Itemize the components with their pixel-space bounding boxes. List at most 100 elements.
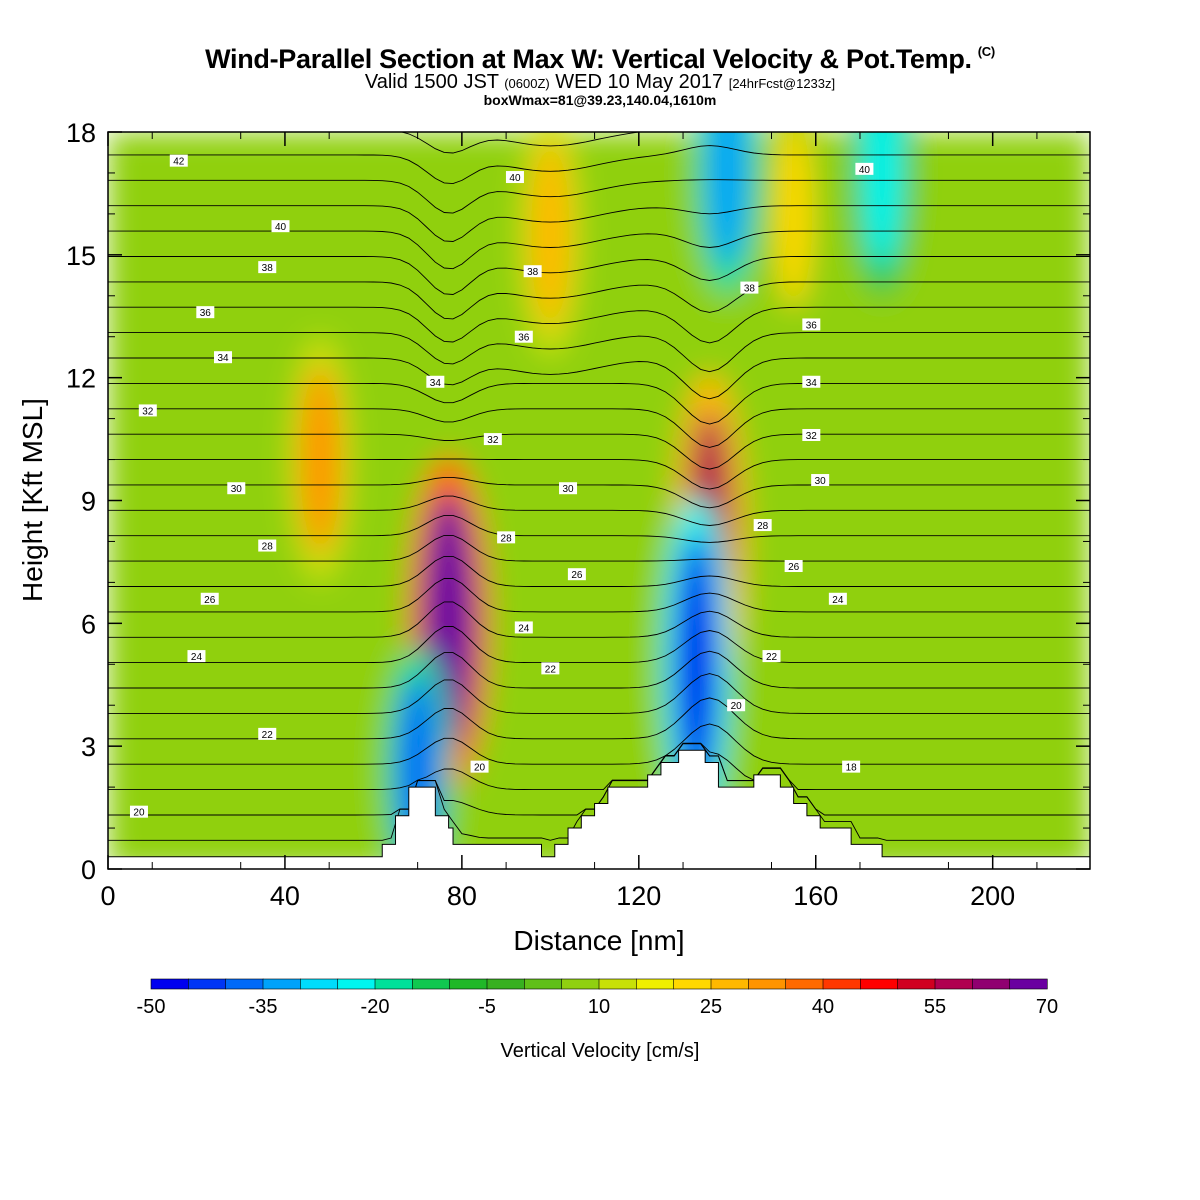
theta-contour-line <box>108 578 1090 613</box>
svg-text:40: 40 <box>275 222 287 233</box>
svg-text:20: 20 <box>474 763 486 774</box>
colorbar-tick-label: -20 <box>361 996 390 1018</box>
theta-contour-line <box>108 742 1090 791</box>
theta-label: 36 <box>802 318 821 331</box>
y-tick-label: 18 <box>66 118 96 148</box>
theta-label: 24 <box>514 621 533 634</box>
theta-contour-line <box>108 626 1090 664</box>
y-tick-label: 15 <box>66 241 96 271</box>
theta-contours <box>108 132 1090 841</box>
svg-text:30: 30 <box>231 484 243 495</box>
theta-contour-line <box>108 476 1090 509</box>
colorbar-swatch <box>785 978 824 990</box>
svg-text:30: 30 <box>815 476 827 487</box>
svg-text:38: 38 <box>744 284 756 295</box>
theta-label: 20 <box>727 699 746 712</box>
colorbar-swatch <box>673 978 712 990</box>
colorbar-swatch <box>337 978 376 990</box>
colorbar-swatch <box>150 978 189 990</box>
theta-label: 40 <box>855 162 874 176</box>
theta-label: 40 <box>505 171 524 184</box>
svg-text:34: 34 <box>217 353 229 364</box>
colorbar-tick-label: 70 <box>1036 996 1058 1018</box>
svg-text:36: 36 <box>200 308 212 319</box>
theta-contour-line <box>108 534 1090 562</box>
colorbar-swatch <box>934 978 973 990</box>
theta-label: 36 <box>514 330 533 344</box>
svg-text:38: 38 <box>527 267 539 278</box>
x-axis: 0 40 80 120 160 200 <box>100 132 1038 911</box>
theta-label: 28 <box>497 531 516 544</box>
svg-text:24: 24 <box>191 652 203 663</box>
theta-label: 34 <box>214 351 233 364</box>
chart-title: Wind-Parallel Section at Max W: Vertical… <box>205 44 995 74</box>
theta-contour-line <box>108 306 1090 344</box>
theta-label: 26 <box>567 568 586 581</box>
svg-text:36: 36 <box>518 333 530 344</box>
svg-text:24: 24 <box>518 623 530 634</box>
theta-label: 38 <box>258 261 277 274</box>
colorbar-swatch <box>524 978 563 990</box>
theta-label: 22 <box>258 727 277 741</box>
x-axis-label: Distance [nm] <box>513 925 684 956</box>
colorbar-label: Vertical Velocity [cm/s] <box>501 1040 700 1062</box>
colorbar-swatch <box>486 978 525 990</box>
svg-text:28: 28 <box>757 521 769 532</box>
svg-text:34: 34 <box>430 378 442 389</box>
theta-label: 34 <box>802 375 821 389</box>
colorbar-swatch <box>188 978 227 990</box>
theta-contour-line <box>108 332 1090 373</box>
theta-contour-line <box>108 179 1090 214</box>
colorbar-swatch <box>300 978 339 990</box>
theta-contour-line <box>108 555 1090 587</box>
colorbar-swatch <box>561 978 600 990</box>
svg-text:22: 22 <box>766 652 778 663</box>
x-tick-label: 120 <box>616 881 661 911</box>
colorbar-tick-label: -50 <box>137 996 166 1018</box>
theta-label: 24 <box>828 592 847 606</box>
svg-text:26: 26 <box>204 595 216 606</box>
y-tick-label: 9 <box>81 487 96 517</box>
theta-label: 36 <box>196 306 215 319</box>
colorbar-swatch <box>374 978 413 990</box>
svg-text:32: 32 <box>487 435 499 446</box>
colorbar-tick-label: -5 <box>478 996 496 1018</box>
colorbar-tick-label: -35 <box>249 996 278 1018</box>
theta-contour-line <box>108 723 1090 765</box>
theta-label: 32 <box>138 404 157 417</box>
y-axis-label: Height [Kft MSL] <box>17 398 48 602</box>
theta-label: 40 <box>271 220 290 233</box>
theta-contour-line <box>108 205 1090 242</box>
theta-contour-line <box>108 601 1090 638</box>
velocity-core <box>707 132 748 268</box>
chart-subtitle-box: boxWmax=81@39.23,140.04,1610m <box>483 92 717 108</box>
svg-text:18: 18 <box>846 763 858 774</box>
colorbar-swatch <box>1009 978 1048 990</box>
colorbar-swatch <box>748 978 787 990</box>
colorbar-swatch <box>860 978 899 990</box>
x-tick-label: 0 <box>100 881 115 911</box>
colorbar-tick-label: 55 <box>924 996 946 1018</box>
velocity-core <box>531 139 570 330</box>
theta-label: 30 <box>811 474 830 487</box>
svg-text:28: 28 <box>262 542 274 553</box>
theta-contour-line <box>108 458 1090 490</box>
colorbar-swatch <box>449 978 488 990</box>
theta-label: 26 <box>784 560 803 573</box>
svg-text:22: 22 <box>545 664 557 675</box>
svg-text:42: 42 <box>173 157 185 168</box>
svg-text:26: 26 <box>571 570 583 581</box>
theta-label: 30 <box>559 482 578 495</box>
colorbar-tick-label: 10 <box>588 996 610 1018</box>
y-tick-label: 12 <box>66 364 96 394</box>
theta-contour-line <box>108 145 1090 185</box>
svg-text:38: 38 <box>262 263 274 274</box>
svg-text:40: 40 <box>859 165 871 176</box>
theta-label: 22 <box>541 662 560 675</box>
theta-contour-line <box>108 514 1090 543</box>
theta-contour-line <box>108 495 1090 526</box>
x-tick-label: 40 <box>270 881 300 911</box>
svg-text:32: 32 <box>806 431 818 442</box>
